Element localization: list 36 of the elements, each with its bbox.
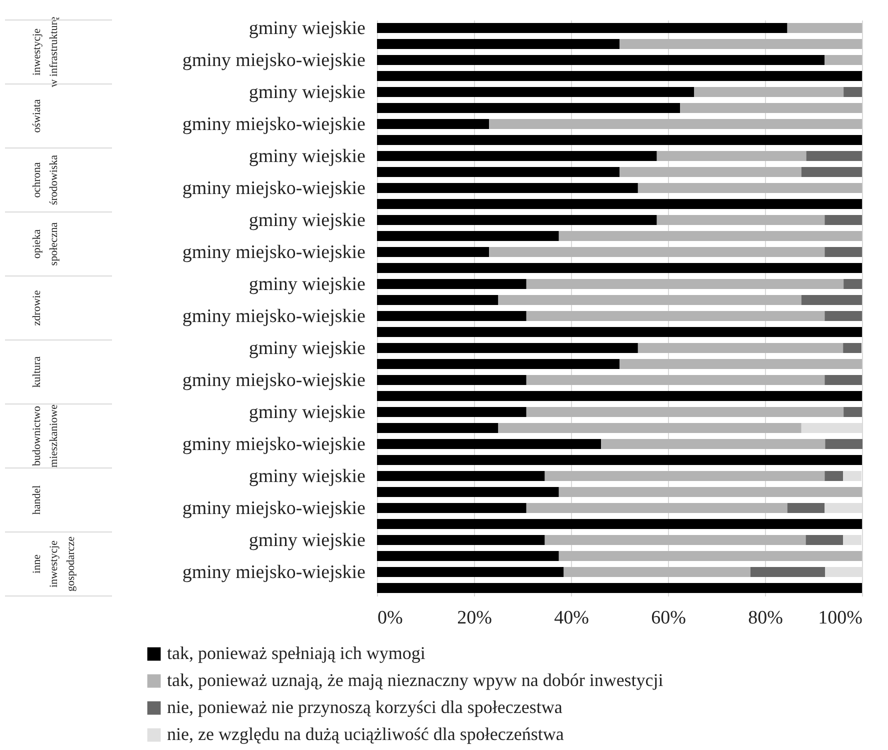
text: handel: [31, 485, 43, 515]
x-tick-label: 20%: [457, 608, 492, 628]
y-tick-label: gminy wiejskie: [248, 466, 366, 487]
y-tick-label: gminy miejsko-wiejskie: [182, 50, 366, 71]
x-tick-label: 60%: [651, 608, 686, 628]
y-tick-label: gminy wiejskie: [248, 402, 366, 423]
y-tick-label: gminy miejsko-wiejskie: [182, 114, 366, 135]
text: zdrowie: [31, 290, 43, 326]
legend-label: nie, ponieważ nie przynoszą korzyści dla społeczestwa: [167, 697, 562, 717]
y-tick-label: gminy wiejskie: [248, 274, 366, 295]
y-tick-label: gminy wiejskie: [248, 82, 366, 103]
y-tick-label: gminy miejsko-wiejskie: [182, 562, 366, 583]
y-tick-label: gminy wiejskie: [248, 18, 366, 39]
y-tick-label: gminy wiejskie: [248, 530, 366, 551]
x-tick-label: 80%: [748, 608, 784, 628]
text: inne inwestycje gospodarcze: [31, 536, 77, 592]
text: oświata: [31, 99, 43, 133]
y-tick-label: gminy miejsko-wiejskie: [182, 498, 366, 519]
y-tick-label: gminy miejsko-wiejskie: [182, 434, 366, 455]
text: opieka społeczna: [31, 222, 60, 266]
y-tick-label: gminy miejsko-wiejskie: [182, 178, 366, 199]
y-tick-label: gminy miejsko-wiejskie: [182, 370, 366, 391]
y-tick-label: gminy miejsko-wiejskie: [182, 242, 366, 263]
y-tick-label: gminy wiejskie: [248, 146, 366, 167]
legend-label: nie, ze względu na dużą uciążliwość dla społeczeństwa: [167, 724, 564, 744]
y-tick-label: gminy wiejskie: [248, 338, 366, 359]
y-tick-label: gminy wiejskie: [248, 210, 366, 231]
y-tick-label: gminy miejsko-wiejskie: [182, 306, 366, 327]
text: budownictwo mieszkaniowe: [31, 404, 60, 468]
text: ochrona środowiska: [31, 154, 60, 206]
legend-label: tak, ponieważ spełniają ich wymogi: [167, 643, 426, 663]
x-tick-label: 40%: [554, 608, 590, 628]
text: kultura: [31, 356, 43, 388]
x-tick-label: 0%: [378, 608, 403, 628]
x-tick-label: 100%: [818, 608, 863, 628]
legend-label: tak, ponieważ uznają, że mają nieznaczny wpyw na dobór inwestycji: [167, 670, 664, 690]
